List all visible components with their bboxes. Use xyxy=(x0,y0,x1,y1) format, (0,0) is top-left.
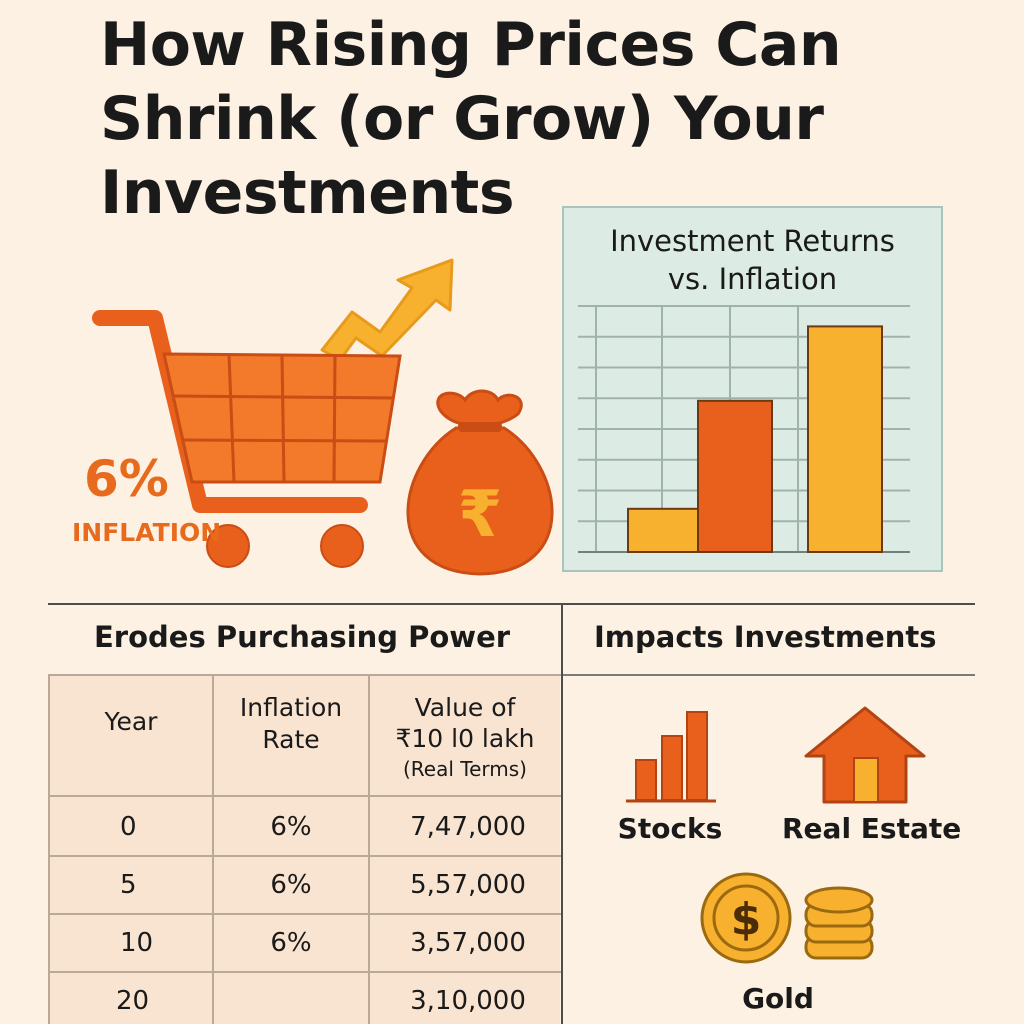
rising-arrow-icon xyxy=(320,258,454,362)
cell-inflation-rate: 6% xyxy=(270,870,312,900)
chart-bar-1 xyxy=(627,507,699,554)
chart-bar-3 xyxy=(807,325,883,554)
table-border-left xyxy=(48,674,50,1024)
purchasing-power-table xyxy=(48,676,560,1024)
chart-title-line-2: vs. Inflation xyxy=(667,262,838,296)
section-divider-top xyxy=(48,603,975,605)
cell-inflation-rate: 6% xyxy=(270,928,312,958)
impact-label-stocks: Stocks xyxy=(617,812,723,845)
cell-year: 20 xyxy=(116,986,150,1016)
table-row-divider xyxy=(48,971,561,973)
cell-value: 3,10,000 xyxy=(410,986,526,1016)
impact-label-gold: Gold xyxy=(742,982,814,1015)
impacts-heading: Impacts Investments xyxy=(594,620,937,654)
inflation-illustration: ₹ xyxy=(92,258,554,576)
inflation-percent: 6% xyxy=(84,450,169,508)
table-column-divider xyxy=(368,674,370,1024)
column-header-value: Value of ₹10 l0 lakh (Real Terms) xyxy=(395,693,535,781)
table-border-top xyxy=(48,674,561,676)
title-line-1: How Rising Prices Can xyxy=(100,10,842,80)
gold-coins-icon: $ xyxy=(700,872,874,964)
title-line-3: Investments xyxy=(100,158,515,228)
cell-year: 10 xyxy=(120,928,154,958)
house-icon xyxy=(804,706,926,804)
stocks-bar-icon xyxy=(626,711,716,803)
title-line-2: Shrink (or Grow) Your xyxy=(100,84,824,154)
inflation-label: INFLATION xyxy=(72,518,222,547)
column-header-year: Year xyxy=(104,707,158,736)
page-title: How Rising Prices Can Shrink (or Grow) Y… xyxy=(100,8,860,230)
table-heading: Erodes Purchasing Power xyxy=(94,620,511,654)
rupee-symbol: ₹ xyxy=(458,478,503,552)
chart-title-line-1: Investment Returns xyxy=(610,224,895,258)
impact-label-real-estate: Real Estate xyxy=(782,812,962,845)
table-column-divider xyxy=(212,674,214,1024)
shopping-cart-icon xyxy=(92,310,402,568)
table-row-divider xyxy=(48,855,561,857)
chart-bar-2 xyxy=(697,399,773,553)
table-row-divider xyxy=(48,913,561,915)
cell-year: 5 xyxy=(120,870,137,900)
section-divider-middle xyxy=(561,603,563,1024)
table-header-divider xyxy=(48,795,561,797)
chart-title: Investment Returns vs. Inflation xyxy=(562,222,943,298)
cell-inflation-rate: 6% xyxy=(270,812,312,842)
cell-value: 5,57,000 xyxy=(410,870,526,900)
returns-bar-chart xyxy=(578,305,910,554)
money-bag-icon: ₹ xyxy=(406,389,554,576)
cell-year: 0 xyxy=(120,812,137,842)
cell-value: 7,47,000 xyxy=(410,812,526,842)
cell-value: 3,57,000 xyxy=(410,928,526,958)
column-header-inflation-rate: Inflation Rate xyxy=(239,693,343,754)
dollar-symbol: $ xyxy=(731,894,762,945)
impacts-header-rule xyxy=(563,674,975,676)
